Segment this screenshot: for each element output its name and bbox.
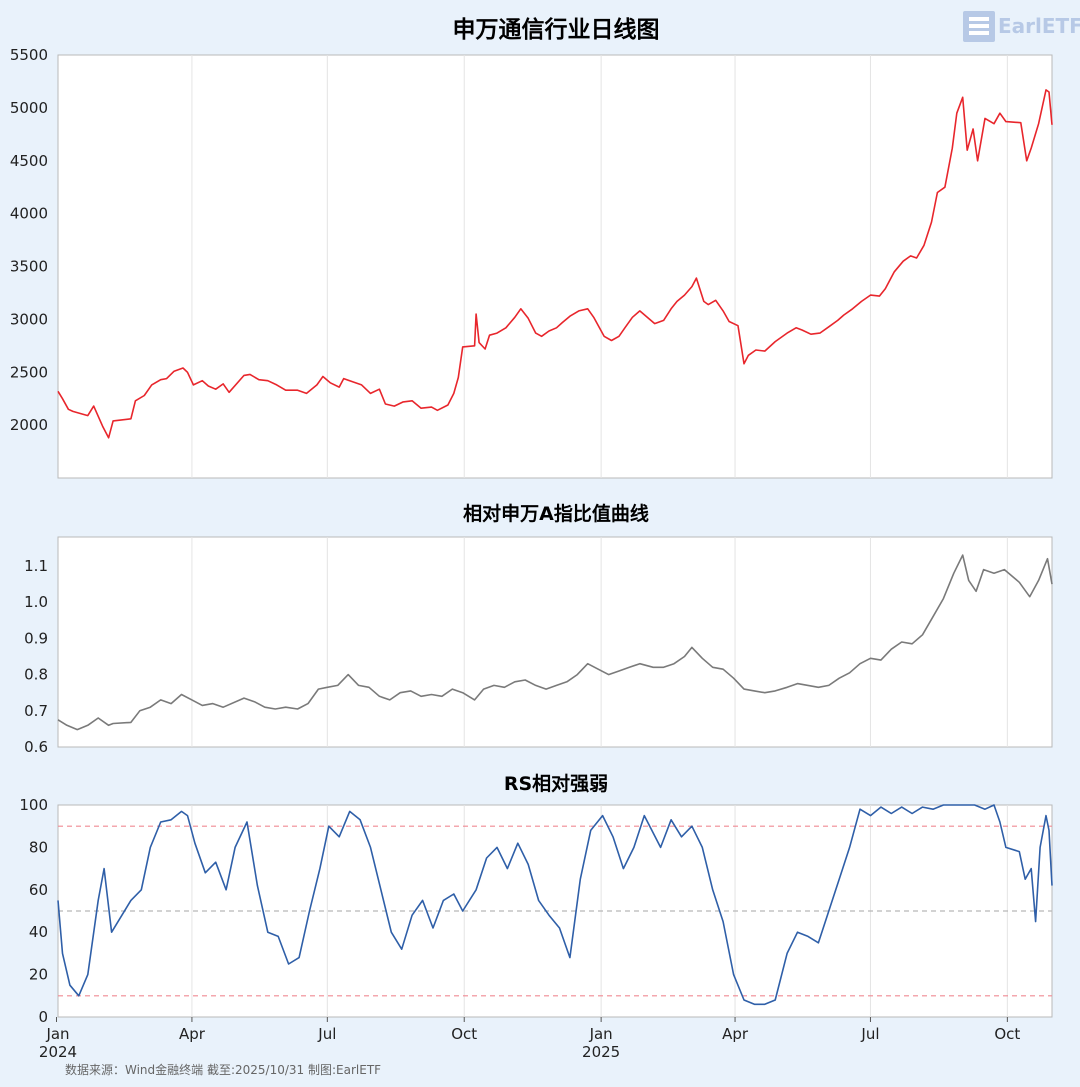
earletf-logo: EarlETF bbox=[963, 11, 1080, 42]
x-tick-label: Jan bbox=[45, 1025, 69, 1043]
logo-icon-bar-top bbox=[969, 17, 989, 21]
plot-area bbox=[57, 536, 1053, 748]
y-tick-label: 1.1 bbox=[24, 557, 48, 575]
plot-area bbox=[57, 54, 1053, 479]
x-tick-label: Oct bbox=[994, 1025, 1020, 1043]
logo-icon-bar-mid bbox=[969, 24, 989, 28]
industry-daily-panel: 2000 2500 3000 3500 4000 4500 5000 5500 bbox=[10, 46, 1053, 479]
logo-text: EarlETF bbox=[998, 14, 1080, 38]
x-tick-year-label: 2024 bbox=[39, 1043, 77, 1061]
y-tick-label: 2500 bbox=[10, 363, 48, 381]
y-tick-label: 3000 bbox=[10, 310, 48, 328]
y-tick-label: 100 bbox=[19, 796, 48, 814]
source-note: 数据来源：Wind金融终端 截至:2025/10/31 制图:EarlETF bbox=[65, 1062, 381, 1077]
chart-title-ratio: 相对申万A指比值曲线 bbox=[463, 502, 649, 525]
series-line-2-0 bbox=[57, 804, 1053, 1006]
x-tick-label: Oct bbox=[451, 1025, 477, 1043]
y-tick-label: 0.9 bbox=[24, 629, 48, 647]
x-tick-label: Jan bbox=[589, 1025, 613, 1043]
x-tick-label: Apr bbox=[179, 1025, 206, 1043]
ratio-panel: 0.6 0.7 0.8 0.9 1.0 1.1 bbox=[24, 536, 1053, 756]
y-tick-label: 0 bbox=[38, 1008, 48, 1026]
y-tick-label: 60 bbox=[29, 881, 48, 899]
y-tick-label: 40 bbox=[29, 923, 48, 941]
x-tick-label: Jul bbox=[317, 1025, 336, 1043]
y-tick-label: 4500 bbox=[10, 152, 48, 170]
y-tick-label: 0.8 bbox=[24, 666, 48, 684]
y-tick-label: 2000 bbox=[10, 416, 48, 434]
y-tick-label: 20 bbox=[29, 966, 48, 984]
y-tick-label: 0.7 bbox=[24, 702, 48, 720]
series-line-1-0 bbox=[57, 554, 1053, 731]
series-line-0-0 bbox=[57, 89, 1053, 439]
y-tick-label: 4000 bbox=[10, 205, 48, 223]
y-tick-label: 1.0 bbox=[24, 593, 48, 611]
x-tick-label: Jul bbox=[860, 1025, 879, 1043]
y-tick-label: 80 bbox=[29, 838, 48, 856]
x-tick-year-label: 2025 bbox=[582, 1043, 620, 1061]
y-tick-label: 3500 bbox=[10, 258, 48, 276]
y-tick-label: 5000 bbox=[10, 99, 48, 117]
x-tick-label: Apr bbox=[722, 1025, 749, 1043]
logo-icon-bar-bottom bbox=[969, 31, 989, 35]
chart-title-industry: 申万通信行业日线图 bbox=[453, 16, 660, 43]
y-tick-label: 0.6 bbox=[24, 738, 48, 756]
chart-title-rs: RS相对强弱 bbox=[504, 772, 608, 795]
y-tick-label: 5500 bbox=[10, 46, 48, 64]
